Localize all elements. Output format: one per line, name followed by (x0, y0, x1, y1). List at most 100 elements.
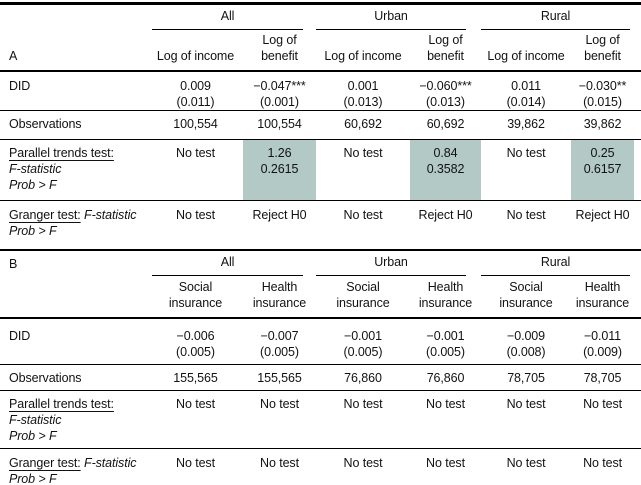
value-cell: No test (410, 449, 481, 485)
value-cell: −0.060*** (0.013) (410, 71, 482, 111)
panel-b: B All Urban Rural Social insurance Health insur… (0, 250, 641, 485)
value-cell: 0.011 (0.014) (481, 71, 572, 111)
column-header-line: insurance (499, 295, 553, 310)
value-cell: No test (481, 449, 571, 485)
value-line: 39,862 (507, 117, 545, 131)
row-label-text: F-statistic (9, 162, 62, 176)
value-line: No test (343, 456, 383, 470)
value-line: 0.6157 (583, 162, 622, 176)
panel-label: A (9, 49, 18, 63)
row-label-line: Prob > F (9, 428, 148, 444)
column-header: Log of income (481, 30, 572, 72)
value-line: 0.84 (433, 146, 458, 160)
column-header-row: Social insurance Health insurance Social insu… (0, 278, 641, 319)
column-header-line: Social (178, 279, 213, 294)
value-line: No test (506, 146, 546, 160)
value-line: 0.25 (590, 146, 615, 160)
group-header-rural: Rural (481, 250, 634, 279)
value-cell: No test (243, 390, 316, 449)
row-label: Observations (0, 110, 148, 140)
value-cell: No test (481, 139, 572, 201)
row-label-text: F-statistic (80, 208, 137, 222)
row-label: Parallel trends test: F-statistic Prob > F (0, 390, 148, 449)
group-header-row: All Urban Rural (0, 4, 641, 31)
filler (634, 4, 641, 31)
panel-label-cell: B (0, 250, 148, 279)
value-cell: Reject H0 (410, 200, 482, 251)
value-cell: No test (316, 200, 410, 251)
value-line: 60,692 (344, 117, 382, 131)
value-line: 100,554 (257, 117, 302, 131)
value-cell: 100,554 (148, 110, 243, 140)
row-label-text: DID (9, 328, 31, 343)
value-line: (0.011) (176, 95, 215, 109)
filler (634, 364, 641, 391)
value-line: −0.047*** (253, 79, 306, 93)
row-label-line: F-statistic (9, 161, 148, 177)
filler (634, 200, 641, 251)
group-header-underline: All (152, 8, 303, 30)
value-cell: 78,705 (481, 364, 572, 391)
column-header: Health insurance (243, 278, 316, 319)
row-label-text: DID (9, 79, 31, 93)
value-line: No test (583, 456, 622, 470)
row-label: DID (0, 71, 148, 111)
value-line: 39,862 (583, 117, 622, 131)
value-cell: −0.011 (0.009) (571, 317, 635, 365)
row-label-line: Parallel trends test: (9, 145, 148, 161)
column-header-line: insurance (418, 295, 473, 310)
column-header-line: benefit (584, 49, 621, 63)
value-line: 1.26 (267, 146, 292, 160)
column-header-line: Social (346, 279, 380, 294)
column-header-line: insurance (336, 295, 390, 310)
panel-label: B (9, 256, 18, 271)
value-cell: −0.001 (0.005) (316, 317, 410, 365)
column-header-line: Log of (585, 33, 620, 47)
row-label-text: Prob > F (9, 178, 57, 192)
value-line: 0.3582 (426, 162, 465, 176)
group-header-underline: Urban (316, 8, 467, 30)
value-cell: No test (481, 390, 572, 449)
value-line: −0.030** (578, 79, 627, 93)
column-header: Health insurance (571, 278, 635, 319)
value-cell: 39,862 (481, 110, 572, 140)
row-label-line: Prob > F (9, 471, 148, 485)
value-line: No test (176, 397, 215, 411)
column-header-line: Log of income (487, 49, 565, 63)
panel-a: All Urban Rural A Log of income Log of benefit… (0, 4, 641, 251)
value-cell: No test (148, 449, 243, 485)
value-cell: No test (148, 200, 243, 251)
panel-label-cell (0, 278, 148, 319)
column-header-line: benefit (427, 49, 464, 63)
value-cell: 100,554 (243, 110, 316, 140)
group-header-underline: Rural (481, 254, 631, 276)
column-header-line: Social (509, 279, 543, 294)
column-header-row: A Log of income Log of benefit Log of income… (0, 30, 641, 72)
highlighted-cell: 1.26 0.2615 (243, 139, 316, 201)
value-cell: No test (571, 390, 635, 449)
group-header-underline: Urban (316, 254, 467, 276)
row-label-text: Parallel trends test: (9, 397, 114, 411)
value-line: No test (506, 208, 546, 222)
row-label-text: Granger test: (9, 456, 81, 470)
value-line: (0.005) (176, 344, 215, 359)
value-line: No test (426, 456, 465, 470)
row-label: Granger test: F-statistic Prob > F (0, 200, 148, 251)
value-line: −0.007 (260, 328, 299, 343)
row-label-text: Prob > F (9, 429, 57, 443)
table-row-parallel: Parallel trends test: F-statistic Prob > F… (0, 139, 641, 201)
column-header: Social insurance (316, 278, 410, 319)
value-line: No test (343, 146, 383, 160)
column-header: Health insurance (410, 278, 482, 319)
value-line: 155,565 (257, 371, 302, 385)
value-line: 155,565 (173, 371, 218, 385)
value-line: (0.001) (260, 95, 299, 109)
value-line: No test (583, 397, 622, 411)
column-header-line: Health (261, 279, 298, 294)
value-cell: No test (316, 390, 410, 449)
value-line: 0.011 (511, 79, 541, 93)
value-line: 78,705 (507, 371, 545, 385)
panel-label-cell (0, 4, 148, 31)
